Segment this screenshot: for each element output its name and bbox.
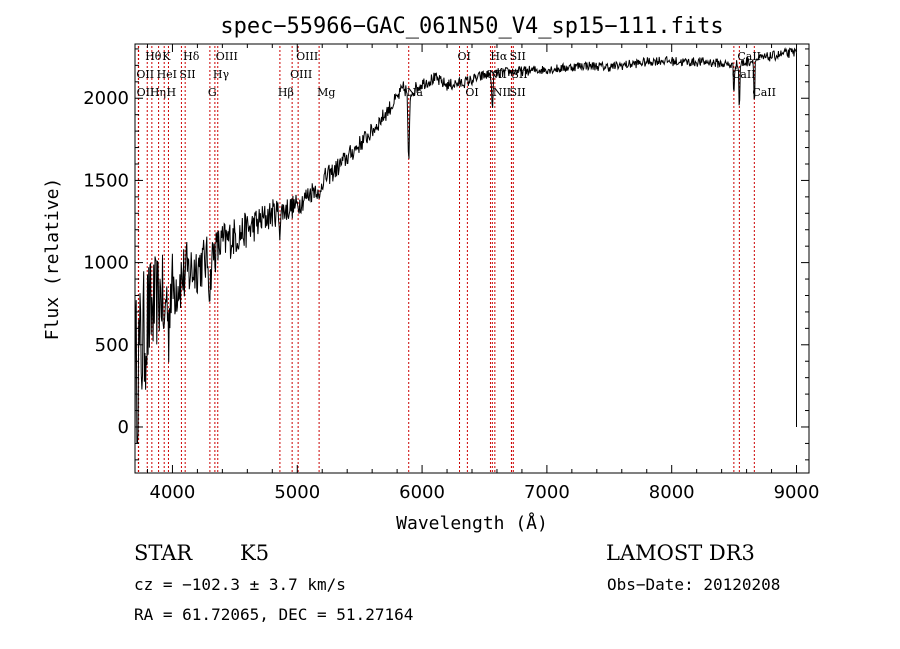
y-tick-label-3: 1500 [83, 170, 129, 191]
object-class: STAR [134, 541, 193, 565]
spectral-line-label-11: SII [179, 68, 195, 81]
x-axis-label: Wavelength (Å) [396, 512, 548, 534]
spectral-line-label-26: SII [509, 86, 525, 99]
chart-title: spec−55966−GAC_061N50_V4_sp15−111.fits [220, 14, 723, 39]
spectral-line-label-8: CaII [737, 50, 761, 63]
spectral-line-label-18: Hη [150, 86, 166, 99]
redshift-velocity: cz = −102.3 ± 3.7 km/s [134, 575, 346, 594]
x-axis-ticks: 4000 5000 6000 7000 8000 9000 [146, 44, 820, 503]
observation-date: Obs−Date: 20120208 [607, 575, 780, 594]
spectral-line-label-16: CaII [732, 68, 756, 81]
spectral-line-label-20: G [208, 86, 217, 99]
spectral-line-label-4: OIII [296, 50, 318, 63]
spectral-line-markers [137, 46, 755, 472]
ra-dec-coordinates: RA = 61.72065, DEC = 51.27164 [134, 605, 413, 624]
flux-series-line [134, 47, 797, 445]
x-tick-label-1: 5000 [274, 482, 320, 503]
spectral-line-label-7: SII [510, 50, 526, 63]
object-subclass: K5 [240, 541, 269, 565]
y-axis-ticks: 0 500 1000 1500 2000 [83, 48, 809, 461]
spectral-line-label-17: OII [137, 86, 155, 99]
spectral-line-label-6: Hα [490, 50, 508, 63]
spectral-line-label-24: OI [465, 86, 478, 99]
spectral-line-label-13: OIII [290, 68, 312, 81]
x-tick-label-0: 4000 [150, 482, 196, 503]
spectral-line-label-10: HeI [157, 68, 177, 81]
y-axis-label: Flux (relative) [42, 178, 63, 341]
x-tick-label-4: 8000 [649, 482, 695, 503]
y-tick-label-1: 500 [95, 335, 129, 356]
spectral-line-label-22: Mg [317, 86, 335, 99]
spectral-line-label-1: K [162, 50, 171, 63]
spectral-line-label-19: H [166, 86, 176, 99]
plot-frame [134, 43, 810, 474]
spectral-line-label-25: NII [493, 86, 511, 99]
x-tick-label-2: 6000 [399, 482, 445, 503]
survey-name: LAMOST DR3 [606, 541, 755, 565]
spectral-line-label-12: Hγ [213, 68, 230, 81]
x-tick-label-3: 7000 [524, 482, 570, 503]
y-tick-label-2: 1000 [83, 253, 129, 274]
spectral-line-label-0: Hθ [145, 50, 162, 63]
spectral-line-label-21: Hβ [278, 86, 294, 99]
spectral-line-label-3: OIII [216, 50, 238, 63]
x-tick-label-5: 9000 [774, 482, 820, 503]
spectral-line-label-9: OII [136, 68, 154, 81]
spectral-line-label-27: CaII [752, 86, 776, 99]
spectral-line-label-5: OI [458, 50, 471, 63]
spectral-line-label-2: Hδ [183, 50, 200, 63]
y-tick-label-0: 0 [118, 417, 129, 438]
y-tick-label-4: 2000 [83, 88, 129, 109]
